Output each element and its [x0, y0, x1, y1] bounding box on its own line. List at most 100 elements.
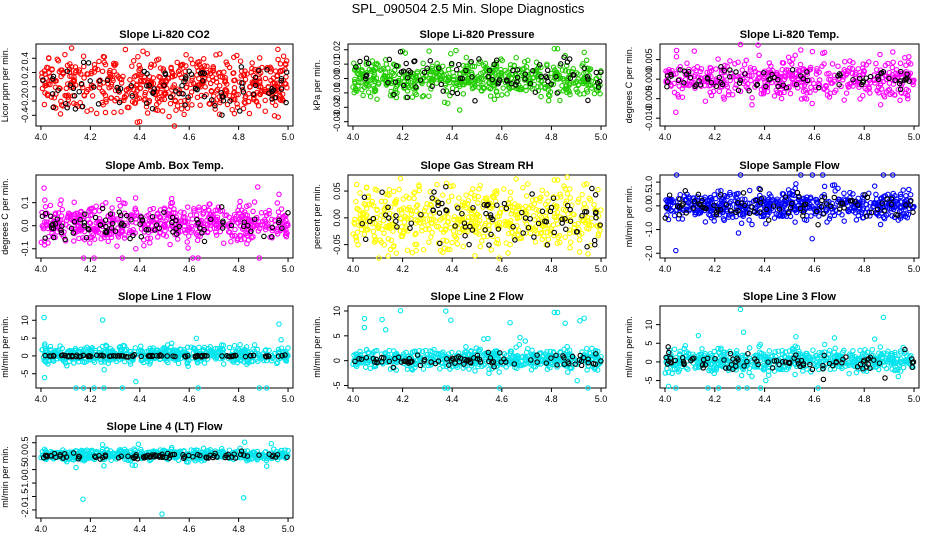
- data-point: [445, 198, 452, 204]
- data-point: [443, 71, 449, 78]
- data-point: [736, 80, 743, 86]
- data-point: [249, 65, 255, 72]
- data-point: [872, 80, 878, 86]
- data-point: [388, 77, 394, 83]
- data-point: [427, 71, 434, 78]
- data-point: [169, 214, 176, 221]
- data-point: [238, 233, 244, 239]
- data-point: [436, 65, 442, 71]
- data-point: [278, 337, 284, 343]
- data-point: [141, 97, 147, 103]
- data-point: [874, 87, 880, 94]
- data-point: [356, 79, 362, 86]
- data-point: [779, 59, 786, 66]
- data-point: [386, 56, 393, 63]
- data-point: [156, 99, 162, 105]
- data-point: [492, 66, 499, 73]
- data-point: [486, 67, 493, 74]
- data-point: [183, 218, 189, 225]
- data-point: [414, 68, 421, 75]
- data-point: [363, 55, 370, 62]
- y-axis-label: kPa per min.: [312, 60, 322, 111]
- data-point: [266, 225, 272, 231]
- data-point: [489, 76, 496, 83]
- data-point: [107, 71, 113, 77]
- data-point: [232, 96, 238, 103]
- data-point: [191, 208, 197, 214]
- data-point: [369, 198, 375, 205]
- data-point: [767, 75, 774, 82]
- x-tick-label: 4.8: [858, 264, 871, 274]
- data-point: [877, 51, 883, 58]
- data-point: [42, 210, 49, 217]
- data-point: [174, 59, 180, 66]
- data-point: [835, 73, 841, 79]
- data-point: [219, 112, 225, 118]
- data-point: [387, 92, 394, 99]
- data-point: [905, 95, 911, 102]
- data-point: [41, 68, 48, 74]
- data-point: [249, 60, 255, 66]
- data-point: [523, 64, 530, 70]
- data-point: [828, 80, 834, 86]
- data-point: [412, 58, 418, 64]
- data-point: [831, 89, 838, 96]
- data-point: [433, 66, 440, 72]
- data-point: [111, 68, 117, 75]
- data-point: [824, 219, 830, 225]
- data-point: [593, 69, 600, 76]
- data-point: [194, 237, 201, 244]
- data-point: [50, 234, 57, 241]
- x-tick-label: 4.6: [496, 264, 509, 274]
- data-point: [702, 98, 709, 104]
- data-point: [188, 71, 195, 77]
- panel-3: Slope Li-820 Temp.degrees C per min.4.0 4…: [624, 29, 920, 142]
- data-point: [97, 230, 103, 236]
- data-point: [809, 100, 815, 107]
- data-point: [266, 211, 272, 217]
- data-point: [421, 69, 428, 76]
- data-point: [172, 98, 179, 104]
- data-point: [201, 360, 208, 366]
- data-point: [727, 77, 733, 84]
- data-point: [41, 314, 47, 321]
- data-point: [251, 199, 258, 205]
- data-point: [785, 71, 791, 78]
- data-point: [897, 97, 903, 104]
- data-point: [472, 98, 478, 104]
- data-point: [49, 91, 56, 97]
- data-point: [59, 206, 66, 213]
- data-point: [219, 225, 226, 231]
- data-point: [111, 109, 117, 116]
- data-point: [548, 81, 554, 87]
- data-point: [150, 75, 157, 81]
- data-point: [40, 225, 47, 232]
- x-tick-label: 4.2: [396, 132, 409, 142]
- data-point: [760, 90, 767, 97]
- data-point: [527, 230, 534, 237]
- data-point: [83, 234, 90, 241]
- data-point: [581, 49, 587, 56]
- x-tick-label: 4.6: [808, 132, 821, 142]
- data-point: [429, 229, 435, 236]
- data-point: [743, 84, 750, 90]
- data-point: [486, 242, 492, 248]
- data-point: [235, 91, 241, 98]
- data-point: [65, 94, 71, 100]
- data-point: [671, 89, 678, 96]
- data-point: [459, 75, 465, 82]
- data-point: [269, 88, 275, 95]
- data-point: [52, 105, 59, 111]
- data-point: [531, 234, 537, 240]
- data-point: [176, 88, 183, 94]
- data-point: [570, 72, 576, 78]
- data-point: [855, 66, 861, 72]
- data-point: [278, 77, 284, 84]
- x-tick-label: 5.0: [908, 264, 921, 274]
- data-point: [862, 85, 868, 92]
- data-point: [169, 73, 175, 80]
- data-point: [374, 96, 380, 102]
- data-point: [562, 320, 568, 326]
- data-point: [180, 91, 186, 97]
- data-point: [71, 238, 77, 244]
